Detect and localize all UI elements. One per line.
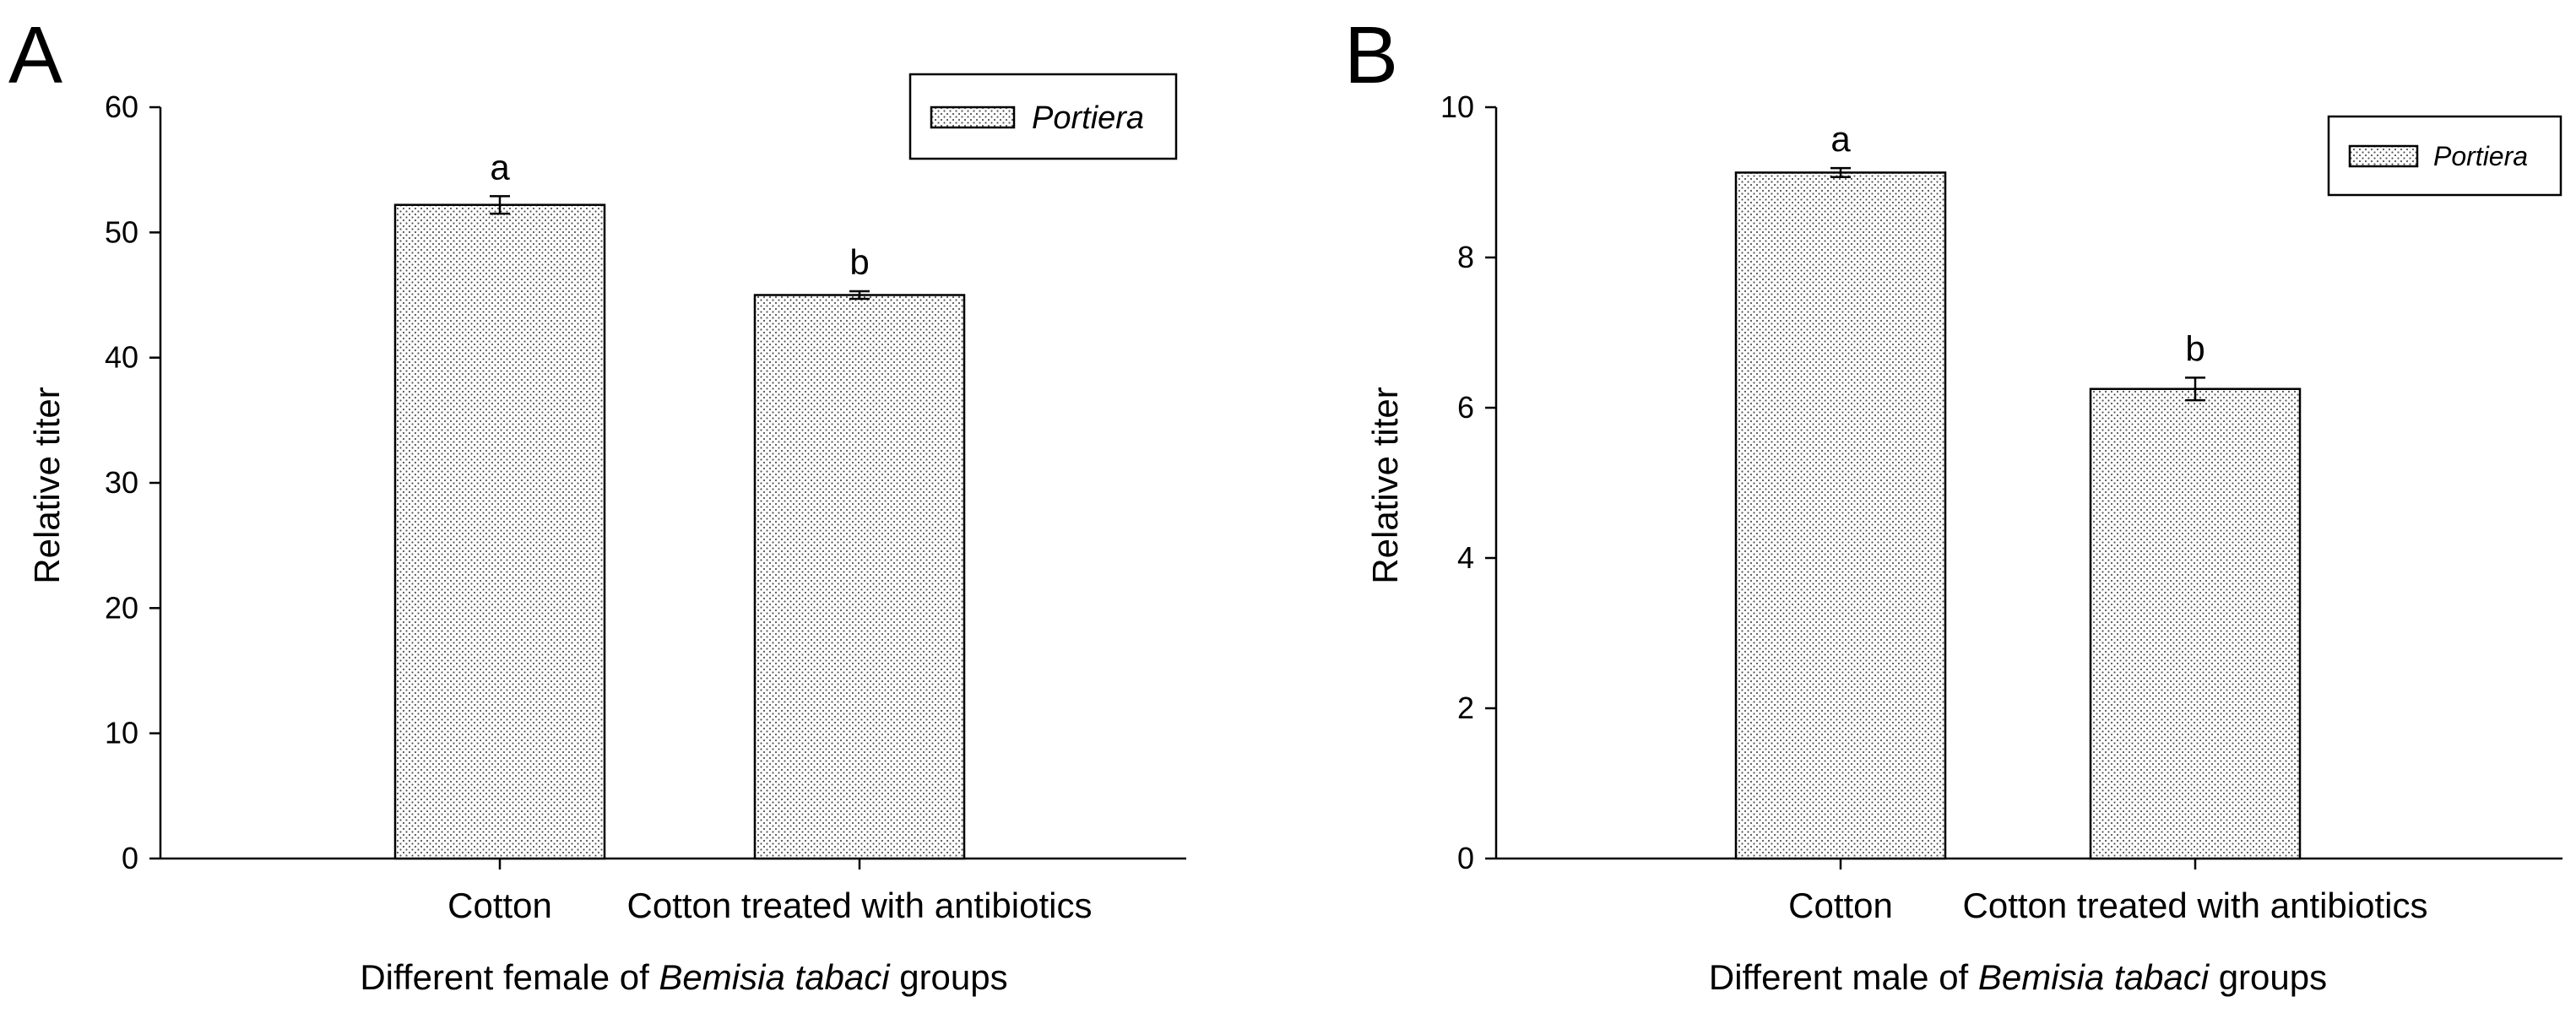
y-tick-label-a: 0: [122, 841, 138, 875]
x-axis-title-a-post: groups: [890, 957, 1008, 997]
x-axis-title-b-italic: Bemisia tabaci: [1978, 957, 2210, 997]
significance-label-a-1: a: [490, 147, 510, 187]
legend-a-label: Portiera: [1032, 100, 1144, 136]
significance-label-b-2: b: [2185, 328, 2205, 368]
legend-b-label: Portiera: [2433, 141, 2528, 171]
category-label-a-1: Cotton: [447, 886, 552, 925]
y-tick-label-a: 60: [105, 89, 138, 124]
y-tick-label-a: 40: [105, 340, 138, 375]
bar-b-1: [1734, 171, 1947, 860]
x-axis-title-a-pre: Different female of: [360, 957, 659, 997]
panel-letter-b: B: [1344, 10, 1398, 100]
y-tick-label-a: 50: [105, 214, 138, 249]
bar-a-2: [753, 294, 966, 860]
x-axis-title-a-italic: Bemisia tabaci: [659, 957, 891, 997]
legend-b: Portiera: [2327, 115, 2562, 197]
y-tick-label-a: 10: [105, 716, 138, 750]
legend-a: Portiera: [908, 73, 1178, 160]
y-tick-label-b: 2: [1457, 691, 1474, 725]
y-axis-title-a: Relative titer: [27, 387, 67, 583]
bar-b-2: [2089, 387, 2302, 860]
panel-b: B Relative titer Different male of Bemis…: [1344, 10, 2562, 997]
y-tick-label-b: 8: [1457, 240, 1474, 274]
x-axis-title-b: Different male of Bemisia tabaci groups: [1709, 957, 2327, 997]
category-label-a-2: Cotton treated with antibiotics: [627, 886, 1093, 925]
x-axis-title-b-pre: Different male of: [1709, 957, 1978, 997]
category-label-b-1: Cotton: [1788, 886, 1893, 925]
y-tick-label-b: 10: [1440, 89, 1474, 124]
y-tick-label-a: 20: [105, 590, 138, 625]
significance-label-a-2: b: [849, 242, 869, 282]
bar-a-1: [393, 203, 606, 860]
y-tick-label-b: 0: [1457, 841, 1474, 875]
significance-label-b-1: a: [1830, 119, 1851, 159]
x-axis-title-b-post: groups: [2209, 957, 2327, 997]
legend-b-swatch: [2348, 144, 2419, 168]
x-axis-title-a: Different female of Bemisia tabaci group…: [360, 957, 1007, 997]
panel-a: A Relative titer Different female of Bem…: [8, 10, 1186, 997]
legend-a-swatch: [930, 106, 1016, 129]
y-tick-label-a: 30: [105, 465, 138, 500]
category-label-b-2: Cotton treated with antibiotics: [1963, 886, 2428, 925]
y-tick-label-b: 4: [1457, 540, 1474, 575]
y-axis-title-b: Relative titer: [1365, 387, 1405, 583]
y-tick-label-b: 6: [1457, 390, 1474, 425]
panel-letter-a: A: [8, 10, 62, 100]
